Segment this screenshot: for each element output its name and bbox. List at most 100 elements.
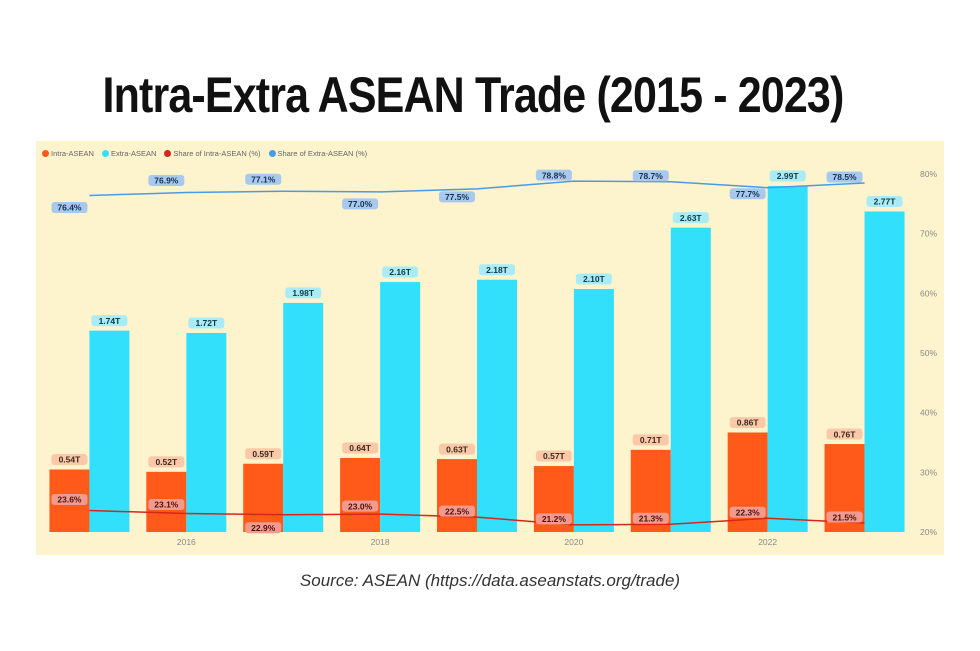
share-intra-label-bg (51, 494, 88, 506)
intra-bar-label-bg (245, 448, 282, 460)
extra-bar-label: 2.77T (874, 197, 897, 207)
legend-dot-icon (101, 150, 109, 157)
chart-panel: 20% 30% 40% 50% 60% 70% 80% 2016 2018 2020 2022 0.5… (36, 141, 944, 555)
legend-label: Share of Extra-ASEAN (%) (277, 149, 368, 158)
extra-bar (573, 288, 614, 532)
share-extra-label: 78.5% (833, 172, 858, 182)
extra-bar-label-bg (866, 195, 903, 207)
share-extra-label-bg (826, 171, 863, 183)
share-intra-label-bg (632, 512, 669, 524)
intra-bar-label: 0.54T (59, 455, 82, 465)
y-axis-tick-label: 20% (920, 527, 937, 537)
intra-bar-label-bg (148, 456, 185, 468)
extra-bar-label: 1.74T (99, 316, 122, 326)
extra-bar-label-bg (91, 315, 128, 327)
intra-bar-label: 0.76T (834, 429, 857, 439)
extra-bar-label: 2.10T (583, 274, 606, 284)
extra-bar-label-bg (575, 273, 612, 285)
intra-bar-label-bg (51, 454, 88, 466)
y-axis-tick-label: 80% (920, 169, 937, 179)
extra-bar (89, 330, 130, 532)
intra-bar-label-bg (439, 443, 475, 455)
chart-legend: Intra-ASEAN Extra-ASEAN Share of Intra-ASE… (42, 149, 367, 158)
y-axis-tick-label: 50% (920, 348, 937, 358)
extra-bar (283, 302, 324, 532)
extra-bar-label: 2.99T (777, 171, 800, 181)
share-intra-label: 22.9% (251, 523, 276, 533)
intra-bar (437, 459, 477, 532)
legend-dot-icon (268, 150, 276, 157)
share-extra-label: 76.9% (154, 176, 179, 186)
intra-bar-label: 0.86T (737, 418, 760, 428)
share-extra-label: 77.7% (736, 189, 761, 199)
share-extra-label-bg (632, 170, 669, 182)
extra-bar-label: 1.72T (195, 318, 218, 328)
share-intra-label-bg (729, 506, 766, 518)
intra-bar-label: 0.52T (155, 457, 178, 467)
share-extra-label: 77.5% (445, 192, 470, 202)
share-extra-label: 78.7% (639, 171, 664, 181)
legend-item[interactable]: Extra-ASEAN (101, 149, 157, 158)
intra-bar-label-bg (535, 450, 572, 462)
legend-label: Share of Intra-ASEAN (%) (173, 149, 261, 158)
extra-bar-label: 1.98T (292, 288, 315, 298)
legend-dot-icon (164, 150, 172, 157)
legend-item[interactable]: Share of Intra-ASEAN (%) (164, 149, 261, 158)
share-extra-label: 78.8% (542, 170, 567, 180)
intra-bar-label: 0.64T (349, 443, 372, 453)
share-intra-label-bg (148, 499, 185, 511)
share-extra-label: 76.4% (57, 203, 82, 213)
extra-bar-label-bg (479, 264, 515, 276)
source-caption: Source: ASEAN (https://data.aseanstats.o… (299, 571, 681, 590)
share-extra-label-bg (148, 174, 185, 186)
share-intra-label: 23.1% (154, 500, 179, 510)
share-extra-label-bg (51, 201, 88, 213)
intra-bar-label: 0.57T (543, 451, 566, 461)
intra-bar-label-bg (729, 416, 766, 428)
y-axis-tick-label: 60% (920, 288, 937, 298)
extra-bar-label: 2.63T (680, 213, 703, 223)
page-title: Intra-Extra ASEAN Trade (2015 - 2023) (102, 67, 845, 123)
intra-bar-label-bg (342, 442, 379, 454)
legend-item[interactable]: Share of Extra-ASEAN (%) (268, 149, 368, 158)
legend-label: Intra-ASEAN (51, 149, 94, 158)
extra-bar-label: 2.18T (486, 265, 509, 275)
chart-canvas: 20% 30% 40% 50% 60% 70% 80% 2016 2018 2020 2022 0.5… (49, 169, 937, 547)
share-intra-line (89, 509, 865, 526)
intra-bar (243, 463, 284, 532)
y-axis-tick-label: 70% (920, 229, 937, 239)
share-extra-line (89, 180, 865, 197)
intra-bar-label: 0.59T (252, 449, 275, 459)
share-intra-label-bg (826, 511, 863, 523)
extra-bar (670, 227, 711, 532)
share-intra-label-bg (342, 500, 379, 512)
extra-bar-label-bg (672, 212, 709, 224)
legend-item[interactable]: Intra-ASEAN (42, 149, 94, 158)
share-intra-label-bg (245, 522, 282, 534)
extra-bar-label-bg (285, 287, 322, 299)
intra-bar-label: 0.63T (446, 444, 469, 454)
share-extra-label-bg (245, 173, 282, 185)
extra-bar-label-bg (188, 317, 225, 329)
share-intra-label: 23.6% (57, 495, 82, 505)
extra-bar (186, 332, 227, 532)
share-extra-label-bg (729, 188, 766, 200)
share-intra-label: 22.3% (736, 507, 761, 517)
extra-bar-label: 2.16T (389, 267, 412, 277)
intra-bar (340, 457, 381, 532)
legend-label: Extra-ASEAN (110, 149, 157, 158)
extra-bar (477, 279, 517, 532)
x-axis-tick-label: 2022 (758, 537, 777, 547)
intra-bar-label-bg (632, 434, 669, 446)
share-extra-label-bg (342, 198, 379, 210)
share-intra-label: 21.5% (833, 512, 858, 522)
x-axis-tick-label: 2016 (177, 537, 196, 547)
extra-bar-label-bg (769, 170, 806, 182)
intra-bar-label-bg (826, 428, 863, 440)
share-intra-label: 21.3% (639, 513, 664, 523)
share-extra-label: 77.1% (251, 175, 276, 185)
legend-dot-icon (42, 150, 49, 157)
y-axis-tick-label: 40% (920, 408, 937, 418)
x-axis-tick-label: 2020 (564, 537, 583, 547)
extra-bar-label-bg (382, 266, 419, 278)
